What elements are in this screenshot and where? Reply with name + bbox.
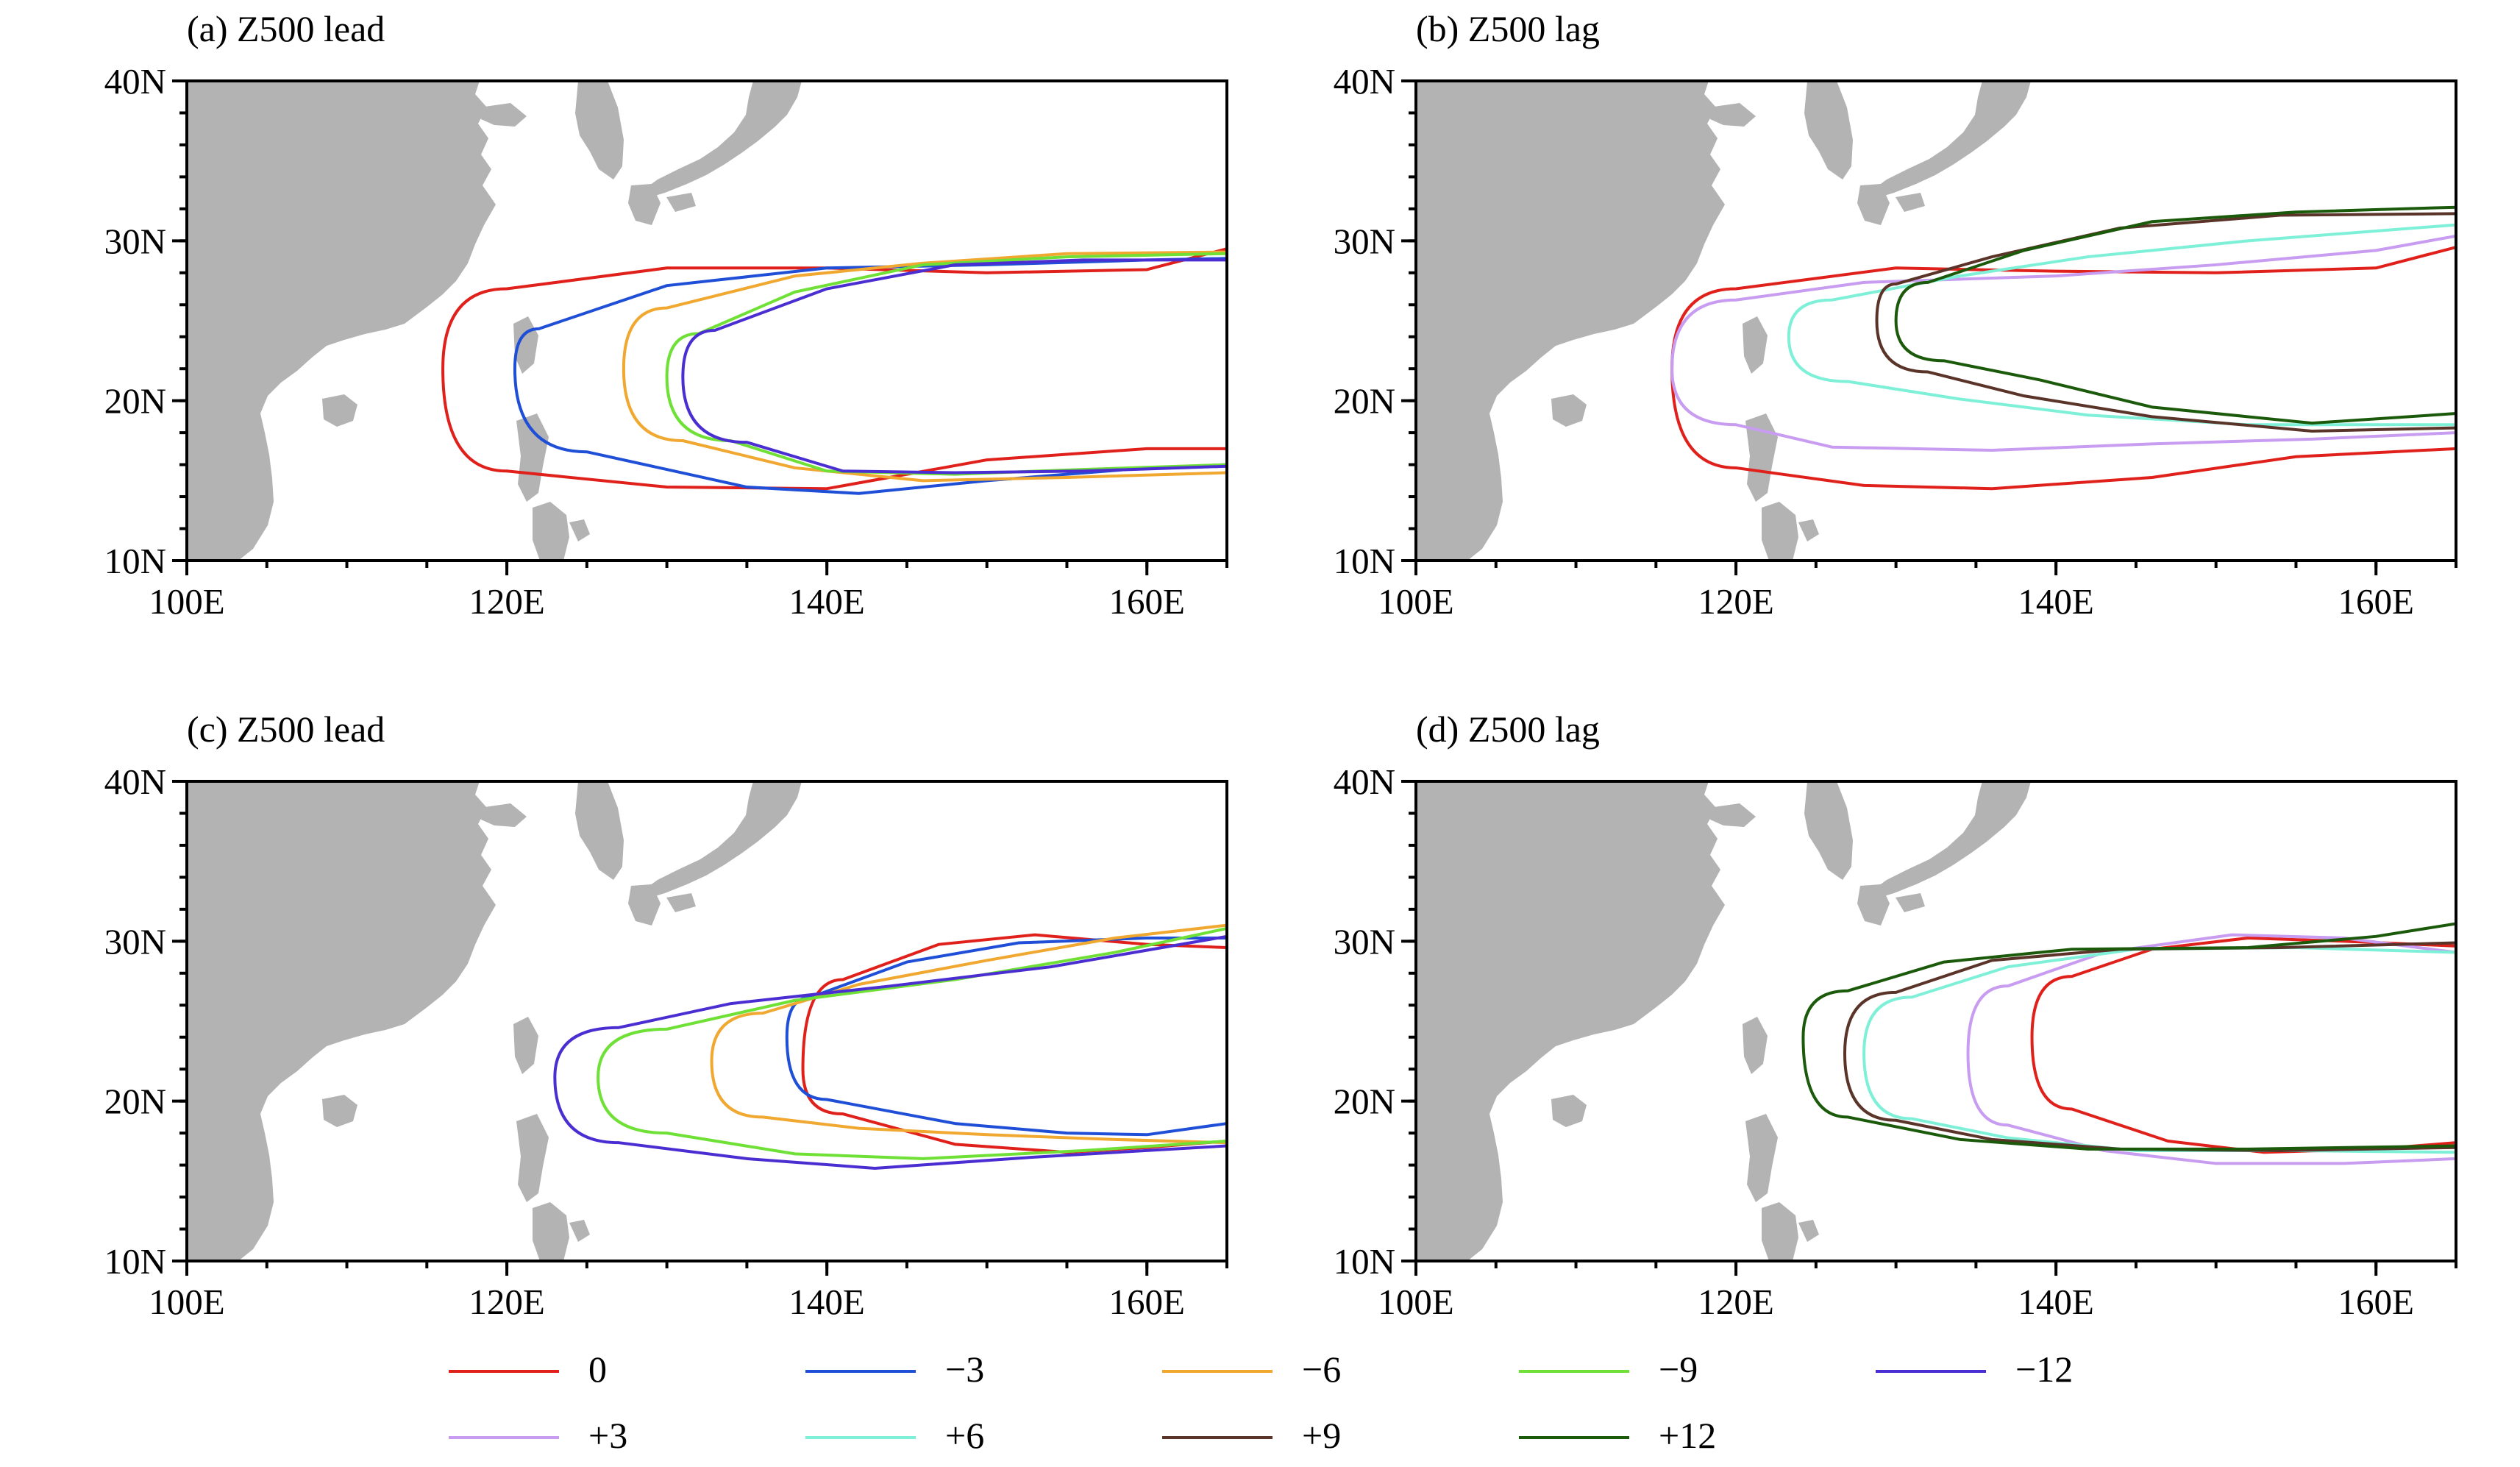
contour-b-3 bbox=[1875, 212, 2456, 433]
panel-title-d: (d) Z500 lag bbox=[1416, 708, 1600, 750]
y-tick-label: 20N bbox=[104, 381, 166, 422]
map-panel-d: (d) Z500 lag 100E 120E 140E 160E 40N 30N 20N 10N bbox=[1334, 708, 2457, 1322]
contour-a-4 bbox=[681, 258, 1227, 475]
contour-a-2 bbox=[622, 250, 1227, 483]
y-tick-label: 30N bbox=[1334, 221, 1395, 261]
x-tick-label: 140E bbox=[789, 581, 864, 622]
x-tick-label: 160E bbox=[1109, 581, 1185, 622]
map-area-b bbox=[1416, 81, 2456, 561]
y-tick-label: 20N bbox=[104, 1081, 166, 1122]
legend-label-5: +3 bbox=[588, 1415, 627, 1456]
y-tick-label: 40N bbox=[104, 761, 166, 802]
legend-label-2: −6 bbox=[1302, 1349, 1341, 1390]
x-tick-label: 140E bbox=[2018, 1282, 2093, 1322]
contour-c-1 bbox=[785, 936, 1227, 1137]
map-panel-c: (c) Z500 lead 100E 120E 140E 160E 40N 30N 20N 10… bbox=[104, 708, 1228, 1322]
contour-b-2 bbox=[1787, 223, 2456, 427]
legend-label-6: +6 bbox=[945, 1415, 984, 1456]
map-area-c bbox=[187, 781, 1227, 1261]
contour-c-0 bbox=[801, 933, 1227, 1154]
x-tick-label: 100E bbox=[149, 1282, 224, 1322]
x-tick-label: 120E bbox=[1698, 1282, 1773, 1322]
panel-title-a: (a) Z500 lead bbox=[187, 8, 385, 49]
y-tick-label: 30N bbox=[104, 221, 166, 261]
land-mass bbox=[187, 781, 802, 1261]
contour-d-1 bbox=[1966, 933, 2456, 1165]
contour-c-3 bbox=[597, 926, 1227, 1160]
y-tick-label: 10N bbox=[1334, 541, 1395, 581]
y-tick-label: 40N bbox=[1334, 61, 1395, 102]
land-mass bbox=[1416, 781, 2031, 1261]
x-tick-label: 140E bbox=[2018, 581, 2093, 622]
y-tick-label: 30N bbox=[104, 921, 166, 962]
panel-title-b: (b) Z500 lag bbox=[1416, 8, 1600, 49]
map-panel-b: (b) Z500 lag 100E 120E 140E 160E 40N 30N 20N 10N bbox=[1334, 8, 2457, 622]
legend-label-4: −12 bbox=[2015, 1349, 2073, 1390]
x-tick-label: 160E bbox=[2338, 1282, 2414, 1322]
legend-label-7: +9 bbox=[1302, 1415, 1341, 1456]
x-tick-label: 100E bbox=[1378, 1282, 1453, 1322]
y-tick-label: 10N bbox=[104, 541, 166, 581]
y-tick-label: 40N bbox=[1334, 761, 1395, 802]
y-tick-label: 10N bbox=[1334, 1241, 1395, 1282]
contour-d-4 bbox=[1801, 922, 2456, 1151]
contour-a-1 bbox=[513, 257, 1227, 495]
map-panel-a: (a) Z500 lead 100E 120E 140E 160E 40N 30N 20N 10… bbox=[104, 8, 1228, 622]
panel-title-c: (c) Z500 lead bbox=[187, 708, 385, 750]
legend-label-3: −9 bbox=[1659, 1349, 1698, 1390]
x-tick-label: 160E bbox=[1109, 1282, 1185, 1322]
contour-d-2 bbox=[1862, 946, 2456, 1154]
legend-label-8: +12 bbox=[1659, 1415, 1716, 1456]
x-tick-label: 100E bbox=[1378, 581, 1453, 622]
x-tick-label: 160E bbox=[2338, 581, 2414, 622]
y-tick-label: 10N bbox=[104, 1241, 166, 1282]
map-frame bbox=[185, 79, 1228, 562]
contour-a-0 bbox=[441, 247, 1227, 491]
map-frame bbox=[1414, 79, 2457, 562]
contour-b-1 bbox=[1670, 234, 2456, 452]
x-tick-label: 120E bbox=[1698, 581, 1773, 622]
contour-b-4 bbox=[1894, 205, 2456, 425]
y-tick-label: 40N bbox=[104, 61, 166, 102]
y-tick-label: 30N bbox=[1334, 921, 1395, 962]
x-tick-label: 100E bbox=[149, 581, 224, 622]
legend-label-0: 0 bbox=[588, 1349, 607, 1390]
map-frame bbox=[1414, 780, 2457, 1262]
x-tick-label: 140E bbox=[789, 1282, 864, 1322]
contour-b-0 bbox=[1670, 246, 2456, 491]
map-area-d bbox=[1416, 781, 2456, 1261]
contour-c-4 bbox=[553, 934, 1227, 1170]
contour-d-3 bbox=[1843, 941, 2456, 1153]
y-tick-label: 20N bbox=[1334, 1081, 1395, 1122]
x-tick-label: 120E bbox=[469, 1282, 544, 1322]
x-tick-label: 120E bbox=[469, 581, 544, 622]
contour-d-0 bbox=[2030, 936, 2456, 1154]
legend-label-1: −3 bbox=[945, 1349, 984, 1390]
map-frame bbox=[185, 780, 1228, 1262]
map-area-a bbox=[187, 81, 1227, 561]
y-tick-label: 20N bbox=[1334, 381, 1395, 422]
legend: 0 −3 −6 −9 −12 +3 +6 +9 +12 bbox=[449, 1349, 2073, 1456]
contour-c-2 bbox=[710, 923, 1227, 1145]
